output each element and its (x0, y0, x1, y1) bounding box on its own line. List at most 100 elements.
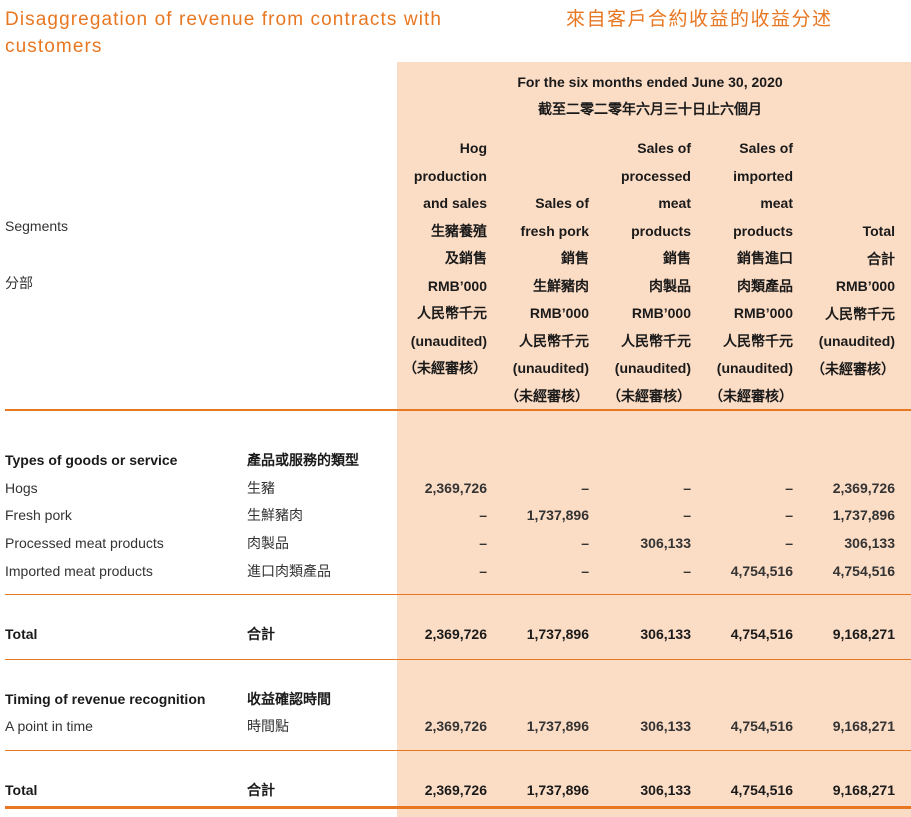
column-header-line: 人民幣千元 (417, 305, 487, 321)
column-header-line: products (733, 222, 793, 239)
table-row: Imported meat products 進口肉類產品 – – – 4,754,516… (0, 558, 911, 585)
table-row: A point in time 時間點 2,369,726 1,737,896 306,… (0, 713, 911, 740)
value-cell: 306,133 (640, 718, 691, 734)
section-heading-row: Types of goods or service 產品或服務的類型 (0, 447, 911, 474)
total-row: Total 合計 2,369,726 1,737,896 306,133 4,754,51… (0, 621, 911, 648)
column-header-line: (unaudited) (716, 360, 793, 376)
period-header-en: For the six months ended June 30, 2020 (517, 74, 783, 90)
value-cell: 306,133 (640, 626, 691, 642)
value-cell: – (479, 507, 487, 523)
column-header-line: RMB’000 (733, 305, 793, 321)
table-row: Fresh pork 生鮮豬肉 – 1,737,896 – – 1,737,896 (0, 502, 911, 529)
column-header-line: processed (620, 167, 691, 184)
column-header-line: and sales (423, 195, 487, 211)
value-cell: 1,737,896 (832, 507, 895, 523)
column-header-line: 肉製品 (649, 277, 691, 294)
row-label-zh: 生豬 (247, 480, 275, 496)
column-header-line: fresh pork (520, 222, 589, 239)
column-header-line: RMB’000 (529, 305, 589, 321)
column-header-line: meat (658, 195, 691, 211)
value-cell: 2,369,726 (424, 782, 487, 798)
column-header-imported-meat: Sales of imported meat products 銷售進口 肉類產品 RMB’… (683, 135, 793, 410)
row-group-divider (5, 659, 911, 660)
row-label-en: Total (5, 626, 38, 642)
row-label-en: Fresh pork (5, 507, 72, 523)
column-header-total: Total 合計 RMB’000 人民幣千元 (unaudited) （未經審核） (785, 218, 895, 383)
column-header-line: 人民幣千元 (825, 305, 895, 322)
row-label-zh: 肉製品 (247, 535, 289, 551)
value-cell: – (785, 480, 793, 496)
column-header-line: products (631, 222, 691, 239)
column-header-hog-production: Hog production and sales 生豬養殖 及銷售 RMB’000 人民幣千… (377, 135, 487, 383)
column-header-line: （未經審核） (403, 360, 487, 376)
column-header-line: meat (760, 195, 793, 211)
value-cell: – (785, 535, 793, 551)
value-cell: – (581, 480, 589, 496)
value-cell: 4,754,516 (730, 563, 793, 579)
column-header-line: (unaudited) (614, 360, 691, 376)
row-label-zh: 合計 (247, 626, 275, 642)
value-cell: 2,369,726 (832, 480, 895, 496)
column-header-line: 銷售 (663, 250, 691, 266)
value-cell: 306,133 (844, 535, 895, 551)
value-cell: 9,168,271 (832, 626, 895, 642)
row-label-zh: 時間點 (247, 718, 289, 734)
header-divider (5, 409, 911, 411)
section-title-en: Disaggregation of revenue from contracts… (5, 9, 443, 57)
value-cell: 9,168,271 (832, 782, 895, 798)
row-label-en: Processed meat products (5, 535, 164, 551)
value-cell: 1,737,896 (526, 626, 589, 642)
row-label-zh: 進口肉類產品 (247, 563, 331, 579)
row-label-en: A point in time (5, 718, 93, 734)
column-header-line: production (413, 167, 487, 184)
value-cell: – (683, 480, 691, 496)
column-header-line: RMB’000 (835, 278, 895, 294)
value-cell: 2,369,726 (424, 626, 487, 642)
row-label-zh: 生鮮豬肉 (247, 507, 303, 523)
highlighted-period-column-band (397, 62, 911, 817)
column-header-line: 人民幣千元 (723, 332, 793, 349)
column-header-line: 人民幣千元 (621, 332, 691, 349)
column-header-line: （未經審核） (607, 387, 691, 404)
column-header-line: imported (733, 167, 793, 184)
value-cell: – (479, 535, 487, 551)
row-label-en: Types of goods or service (5, 452, 178, 468)
row-group-divider (5, 594, 911, 595)
column-header-line: 肉類產品 (737, 277, 793, 294)
value-cell: 306,133 (640, 535, 691, 551)
value-cell: – (683, 563, 691, 579)
value-cell: – (581, 535, 589, 551)
value-cell: 1,737,896 (526, 507, 589, 523)
column-header-line: Sales of (535, 195, 589, 211)
column-header-line: 人民幣千元 (519, 332, 589, 349)
column-header-line: (unaudited) (410, 332, 487, 349)
value-cell: – (581, 563, 589, 579)
segments-label-en: Segments (5, 218, 69, 234)
column-header-line: Hog (459, 140, 487, 156)
value-cell: 9,168,271 (832, 718, 895, 734)
value-cell: 4,754,516 (730, 718, 793, 734)
row-label-en: Total (5, 782, 38, 798)
table-row: Processed meat products 肉製品 – – 306,133 – 306,… (0, 530, 911, 557)
segments-label-zh: 分部 (5, 275, 33, 291)
value-cell: 1,737,896 (526, 782, 589, 798)
column-header-line: （未經審核） (505, 387, 589, 404)
value-cell: 4,754,516 (730, 626, 793, 642)
row-label-zh: 產品或服務的類型 (247, 452, 359, 468)
value-cell: 4,754,516 (832, 563, 895, 579)
column-header-line: RMB’000 (631, 305, 691, 321)
table-row: Hogs 生豬 2,369,726 – – – 2,369,726 (0, 475, 911, 502)
value-cell: – (683, 507, 691, 523)
column-header-line: （未經審核） (811, 360, 895, 377)
column-header-line: RMB’000 (427, 277, 487, 294)
row-label-en: Timing of revenue recognition (5, 691, 206, 707)
column-header-fresh-pork: Sales of fresh pork 銷售 生鮮豬肉 RMB’000 人民幣千元 (una… (479, 135, 589, 410)
value-cell: 2,369,726 (424, 718, 487, 734)
total-row: Total 合計 2,369,726 1,737,896 306,133 4,754,51… (0, 777, 911, 804)
value-cell: – (785, 507, 793, 523)
value-cell: 2,369,726 (424, 480, 487, 496)
section-title-zh: 來自客戶合約收益的收益分述 (566, 9, 833, 30)
column-header-line: Total (862, 223, 895, 239)
column-header-line: 銷售 (561, 250, 589, 266)
value-cell: 4,754,516 (730, 782, 793, 798)
